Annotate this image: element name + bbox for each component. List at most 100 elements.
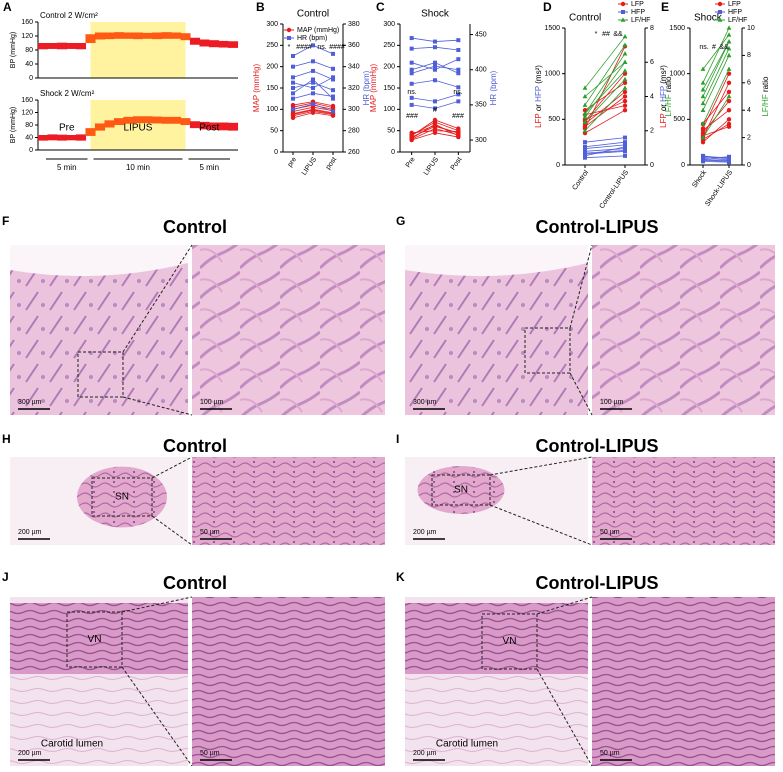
data-point bbox=[621, 10, 625, 14]
data-point bbox=[622, 80, 628, 86]
region-label: VN bbox=[88, 634, 102, 645]
panel-title: Control bbox=[163, 217, 227, 237]
y-tick-label: 1500 bbox=[669, 25, 685, 32]
x-tick-label: pre bbox=[287, 156, 299, 168]
data-point bbox=[623, 148, 627, 153]
data-point bbox=[291, 64, 295, 69]
data-point bbox=[291, 75, 295, 80]
subject-line bbox=[584, 148, 626, 152]
vessel-wall bbox=[10, 603, 188, 674]
y-axis-label: BP (mmHg) bbox=[10, 107, 17, 143]
data-point bbox=[311, 102, 315, 106]
y-tick-label: 0 bbox=[556, 162, 560, 169]
y2-tick-label: 350 bbox=[475, 102, 487, 109]
data-point bbox=[433, 45, 437, 50]
subject-line bbox=[584, 91, 626, 125]
data-point bbox=[582, 93, 588, 99]
y2-tick-label: 4 bbox=[747, 107, 751, 114]
phase-duration: 5 min bbox=[57, 163, 77, 172]
axis-label-part: LF/HF bbox=[761, 94, 770, 116]
subject-line bbox=[584, 73, 626, 122]
zoom-box bbox=[524, 327, 571, 374]
y-tick-label: 40 bbox=[25, 61, 33, 68]
zoom-connector bbox=[122, 396, 193, 416]
data-point bbox=[409, 71, 414, 76]
data-point bbox=[409, 102, 414, 107]
subject-line bbox=[702, 82, 730, 138]
y-tick-label: 1000 bbox=[544, 71, 560, 78]
significance-mark: ns. bbox=[317, 44, 326, 51]
scale-bar-label: 50 µm bbox=[200, 529, 220, 536]
scale-bar-label: 200 µm bbox=[413, 529, 437, 536]
data-point bbox=[583, 155, 587, 160]
scale-bar-label: 300 µm bbox=[413, 399, 437, 406]
data-point bbox=[331, 94, 335, 99]
panel-letter: J bbox=[2, 570, 9, 584]
data-point bbox=[311, 43, 315, 48]
panel-letter: A bbox=[3, 0, 12, 14]
data-point bbox=[583, 151, 587, 156]
data-point bbox=[311, 77, 315, 82]
data-point bbox=[456, 67, 461, 72]
zoom-box bbox=[66, 611, 123, 668]
y2-tick-label: 4 bbox=[650, 93, 654, 100]
axis-label-part: HFP bbox=[659, 86, 668, 102]
subject-line bbox=[584, 109, 626, 134]
data-point bbox=[290, 102, 296, 108]
y-tick-label: 100 bbox=[266, 106, 278, 113]
y-tick-label: 1500 bbox=[544, 25, 560, 32]
region-label: SN bbox=[454, 485, 468, 496]
subject-line bbox=[702, 48, 730, 104]
subject-line bbox=[702, 41, 730, 97]
significance-mark: # bbox=[433, 107, 437, 114]
data-point bbox=[582, 119, 588, 124]
y-tick-label: 300 bbox=[383, 21, 395, 28]
data-point bbox=[623, 153, 627, 158]
data-point bbox=[456, 85, 461, 90]
significance-mark: ns. bbox=[453, 89, 462, 96]
data-point bbox=[433, 67, 437, 72]
subject-line bbox=[584, 137, 626, 143]
zoom-connector bbox=[569, 372, 593, 416]
scale-bar-label: 200 µm bbox=[18, 750, 42, 757]
subject-line bbox=[702, 55, 730, 111]
data-point bbox=[432, 130, 438, 135]
y-tick-label: 120 bbox=[21, 109, 33, 116]
data-point bbox=[582, 102, 588, 107]
significance-mark: #### bbox=[329, 44, 345, 51]
y-tick-label: 0 bbox=[391, 149, 395, 156]
panel-letter: B bbox=[256, 0, 265, 14]
y2-tick-label: 2 bbox=[650, 128, 654, 135]
region-label: VN bbox=[503, 636, 517, 647]
data-point bbox=[433, 39, 437, 44]
data-point bbox=[433, 99, 437, 104]
y-tick-label: 0 bbox=[29, 147, 33, 154]
legend-label: LFP bbox=[631, 1, 644, 8]
y2-tick-label: 0 bbox=[650, 162, 654, 169]
data-point bbox=[622, 76, 628, 82]
subject-line bbox=[584, 44, 626, 106]
data-point bbox=[286, 27, 292, 33]
data-point bbox=[622, 42, 628, 47]
zoom-box bbox=[77, 351, 124, 398]
axis-label: LFP or HFP (ms²) bbox=[534, 65, 543, 128]
axis-label-part: LFP bbox=[534, 113, 543, 128]
data-point bbox=[582, 114, 588, 119]
legend-label: LF/HF bbox=[728, 17, 747, 24]
data-point bbox=[331, 109, 335, 114]
subject-line bbox=[584, 70, 626, 114]
data-point bbox=[583, 140, 587, 145]
data-point bbox=[726, 45, 732, 51]
axis-label-part: (ms²) bbox=[534, 65, 543, 86]
subject-line bbox=[702, 41, 730, 90]
data-point bbox=[701, 154, 705, 159]
data-point bbox=[622, 33, 628, 39]
data-point bbox=[726, 71, 732, 76]
data-point bbox=[291, 80, 295, 85]
vessel-wall bbox=[405, 603, 588, 674]
subject-line bbox=[702, 160, 730, 162]
data-point bbox=[700, 107, 706, 112]
data-point bbox=[622, 68, 628, 73]
data-point bbox=[331, 96, 335, 101]
